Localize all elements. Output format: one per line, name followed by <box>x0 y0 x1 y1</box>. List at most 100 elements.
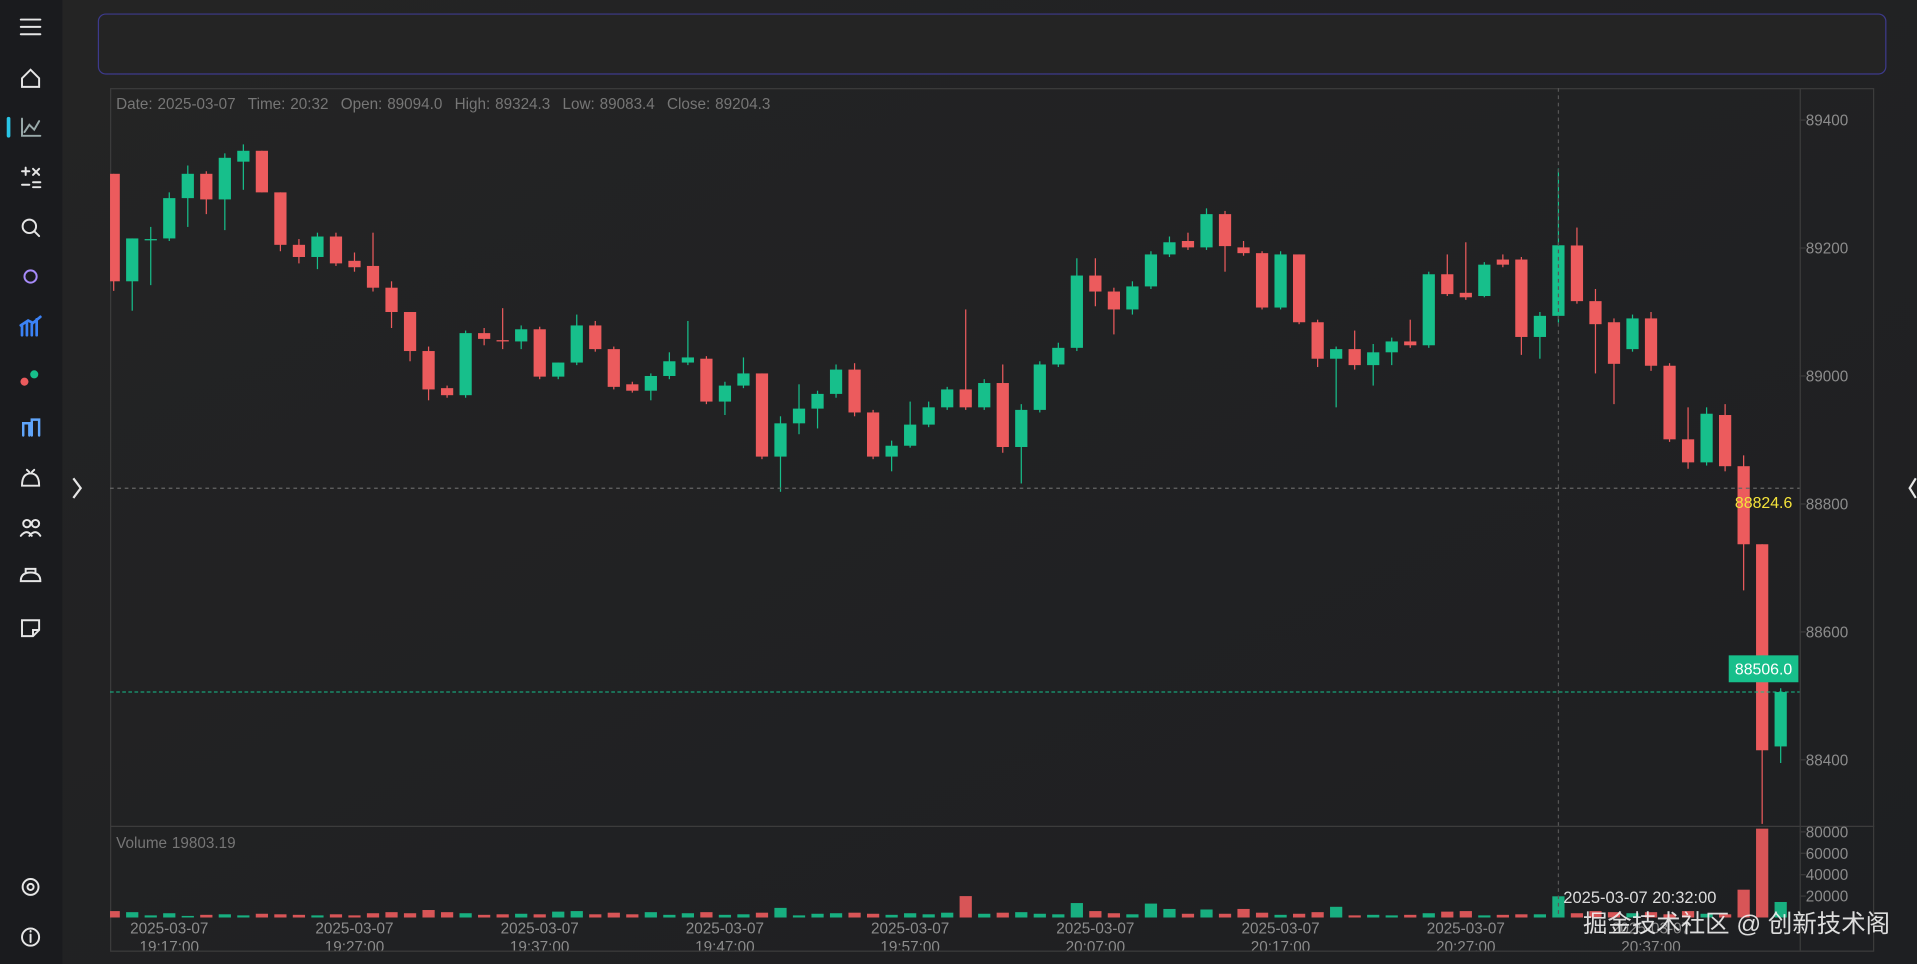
home-icon[interactable] <box>21 68 41 88</box>
info-label: Date: <box>116 96 152 113</box>
candle-body <box>1348 349 1361 366</box>
candle-body <box>1515 259 1528 337</box>
candle-body <box>885 445 898 457</box>
x-tick-label: 2025-03-07 20:17:00 <box>1241 919 1320 951</box>
expand-right[interactable] <box>1908 477 1917 499</box>
volume-bar <box>1644 912 1658 918</box>
candle-body <box>144 239 157 241</box>
x-tick: 2025-03-07 19:47:00 <box>686 920 764 951</box>
sidebar-icons <box>6 18 42 947</box>
candle-body <box>1200 214 1213 248</box>
candle-body <box>1218 214 1232 247</box>
candle-body <box>1070 275 1083 348</box>
candle-body <box>1496 259 1509 265</box>
volume-bar <box>922 914 935 918</box>
info-label: Close: <box>667 96 710 113</box>
bars-icon[interactable] <box>19 315 42 337</box>
candle-body <box>163 198 176 239</box>
volume-bar <box>1292 913 1306 918</box>
candle-body <box>959 389 972 408</box>
candle-body <box>200 173 213 200</box>
candle-body <box>292 244 306 257</box>
info-value: 89204.3 <box>715 96 770 113</box>
volume-bar <box>237 915 250 918</box>
volume-bar <box>348 915 361 918</box>
expand-left[interactable] <box>72 477 83 499</box>
candle-body <box>459 333 472 396</box>
volume-tick-label: 40000 <box>1806 867 1848 884</box>
candle-body <box>792 408 806 424</box>
candle-body <box>1330 349 1343 359</box>
volume-bar <box>181 915 194 918</box>
volume-tick-label: 80000 <box>1806 824 1848 841</box>
gear-icon[interactable] <box>23 269 38 284</box>
volume-bar <box>329 914 343 918</box>
y-tick-label: 89200 <box>1806 241 1848 258</box>
candle-body <box>1570 245 1584 302</box>
volume-bar <box>366 913 380 918</box>
menu-icon[interactable] <box>19 18 42 36</box>
calc-icon[interactable] <box>21 166 42 189</box>
candle-body <box>515 329 528 342</box>
candle-body <box>1459 292 1472 298</box>
candle-body <box>941 389 954 408</box>
candle-body <box>1644 318 1658 366</box>
candle-body <box>1589 301 1602 325</box>
candle-body <box>1663 365 1676 440</box>
volume-bar <box>478 914 491 918</box>
candle-body <box>1144 254 1158 287</box>
volume-bar <box>978 913 991 918</box>
volume-bar <box>1330 906 1343 918</box>
candle-body <box>1274 254 1287 308</box>
volume-bar <box>110 911 120 918</box>
volume-bar <box>663 914 676 918</box>
chart-frame <box>110 88 1875 952</box>
candle-body <box>904 424 917 446</box>
volume-bar <box>1052 914 1065 918</box>
top-input-box[interactable] <box>97 13 1887 75</box>
note-icon[interactable] <box>21 619 41 638</box>
volume-bar <box>496 914 509 918</box>
settings-icon[interactable] <box>21 877 40 896</box>
volume-bar <box>403 913 417 918</box>
volume-bar <box>385 912 398 918</box>
sidebar <box>0 0 63 964</box>
chart-icon[interactable] <box>21 117 42 137</box>
info-value: 89083.4 <box>600 96 656 113</box>
volume-bar <box>774 907 787 918</box>
volume-bar <box>829 913 843 918</box>
dots-icon[interactable] <box>20 370 39 386</box>
volume-bar <box>218 914 231 918</box>
candle-body <box>1385 341 1398 353</box>
candle-body <box>848 369 861 413</box>
cloud-icon[interactable] <box>19 567 42 583</box>
candle-body <box>1033 364 1046 410</box>
volume-bar <box>292 914 306 918</box>
x-tick-label: 2025-03-07 19:37:00 <box>500 919 579 951</box>
candle-body <box>496 340 509 342</box>
volume-bar <box>755 912 769 918</box>
info-value: 2025-03-07 <box>158 96 236 113</box>
users-icon[interactable] <box>19 518 42 537</box>
candle-body <box>385 287 398 313</box>
candle-body <box>1292 254 1306 323</box>
x-tick-label: 2025-03-07 19:27:00 <box>315 919 394 951</box>
volume-bar <box>1570 913 1584 918</box>
y-tick-label: 88600 <box>1806 624 1848 641</box>
x-tick: 2025-03-07 19:17:00 <box>130 920 208 951</box>
search-icon[interactable] <box>21 218 41 238</box>
info-label: High: <box>455 96 491 113</box>
building-icon[interactable] <box>22 418 41 437</box>
candle-body <box>755 373 769 457</box>
candle-body <box>1367 352 1380 366</box>
info-icon[interactable] <box>21 927 41 947</box>
info-value: 89094.0 <box>387 96 442 113</box>
volume-bar <box>1533 914 1547 918</box>
robot-icon[interactable] <box>21 468 41 487</box>
info-label: Open: <box>341 96 383 113</box>
volume-bar <box>885 914 898 918</box>
candle-body <box>181 173 194 199</box>
